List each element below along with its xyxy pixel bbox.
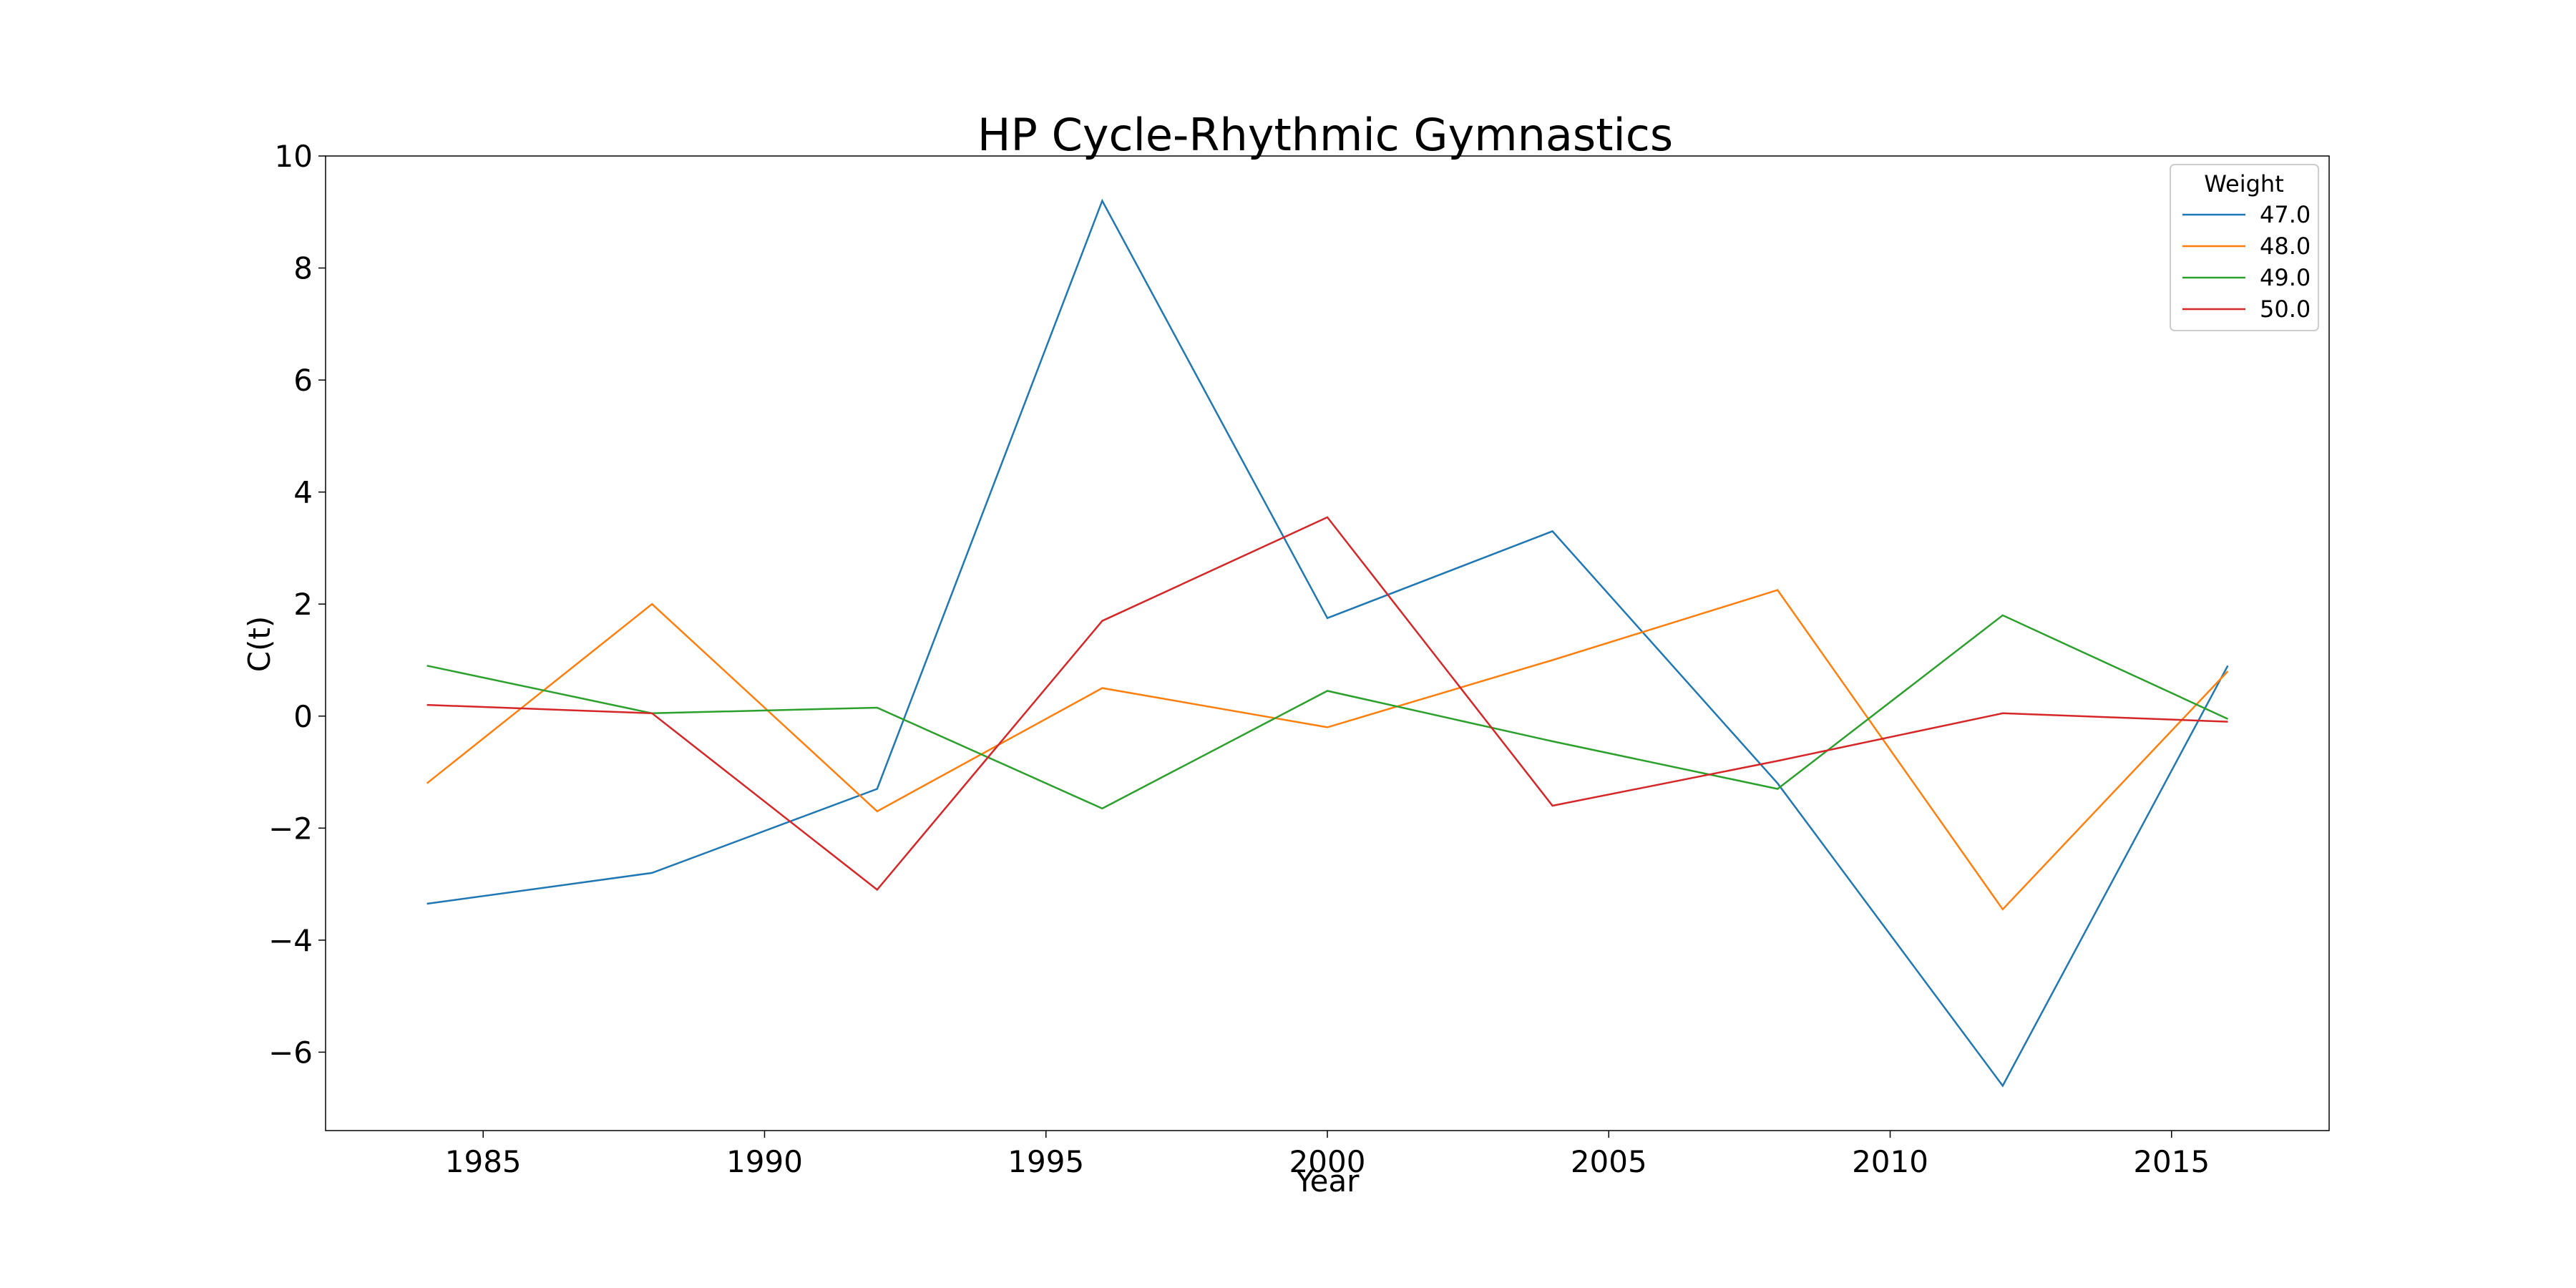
x-tick-label: 2000: [1289, 1144, 1366, 1179]
y-tick-label: −4: [268, 923, 313, 958]
y-tick-label: −6: [268, 1035, 313, 1070]
series-line-50-0: [426, 516, 2228, 892]
legend-label: 48.0: [2260, 233, 2311, 260]
x-axis: 1985 1990 1995 2000 2005 2010 2015: [445, 1131, 2210, 1179]
x-tick-label: 1995: [1008, 1144, 1084, 1179]
legend-box: [2170, 164, 2319, 331]
y-tick-label: 4: [293, 475, 313, 510]
y-tick-label: 6: [293, 363, 313, 398]
chart-title: HP Cycle-Rhythmic Gymnastics: [977, 109, 1673, 161]
y-tick-label: 2: [293, 587, 313, 622]
legend: Weight 47.0 48.0 49.0 50.0: [2170, 164, 2319, 331]
x-tick-label: 2015: [2133, 1144, 2210, 1179]
y-tick-label: −2: [268, 811, 313, 846]
y-axis-label: C(t): [242, 616, 277, 673]
y-axis: −6 −4 −2 0 2 4 6 8 10: [268, 139, 326, 1070]
x-tick-label: 2010: [1852, 1144, 1928, 1179]
series-line-49-0: [426, 614, 2228, 810]
legend-title: Weight: [2204, 170, 2283, 197]
legend-label: 50.0: [2260, 296, 2311, 323]
legend-label: 49.0: [2260, 264, 2311, 291]
legend-label: 47.0: [2260, 201, 2311, 228]
series-line-47-0: [426, 198, 2229, 1088]
x-axis-label: Year: [1295, 1163, 1360, 1199]
x-tick-label: 1985: [445, 1144, 522, 1179]
legend-items: 47.0 48.0 49.0 50.0: [2182, 201, 2311, 323]
x-tick-label: 1990: [726, 1144, 803, 1179]
plot-area-frame: [325, 155, 2330, 1131]
series-layer: [426, 198, 2229, 1088]
series-line-48-0: [426, 589, 2229, 911]
y-tick-label: 10: [275, 139, 313, 174]
y-tick-label: 8: [293, 251, 313, 286]
x-tick-label: 2005: [1571, 1144, 1647, 1179]
y-tick-label: 0: [293, 699, 313, 734]
